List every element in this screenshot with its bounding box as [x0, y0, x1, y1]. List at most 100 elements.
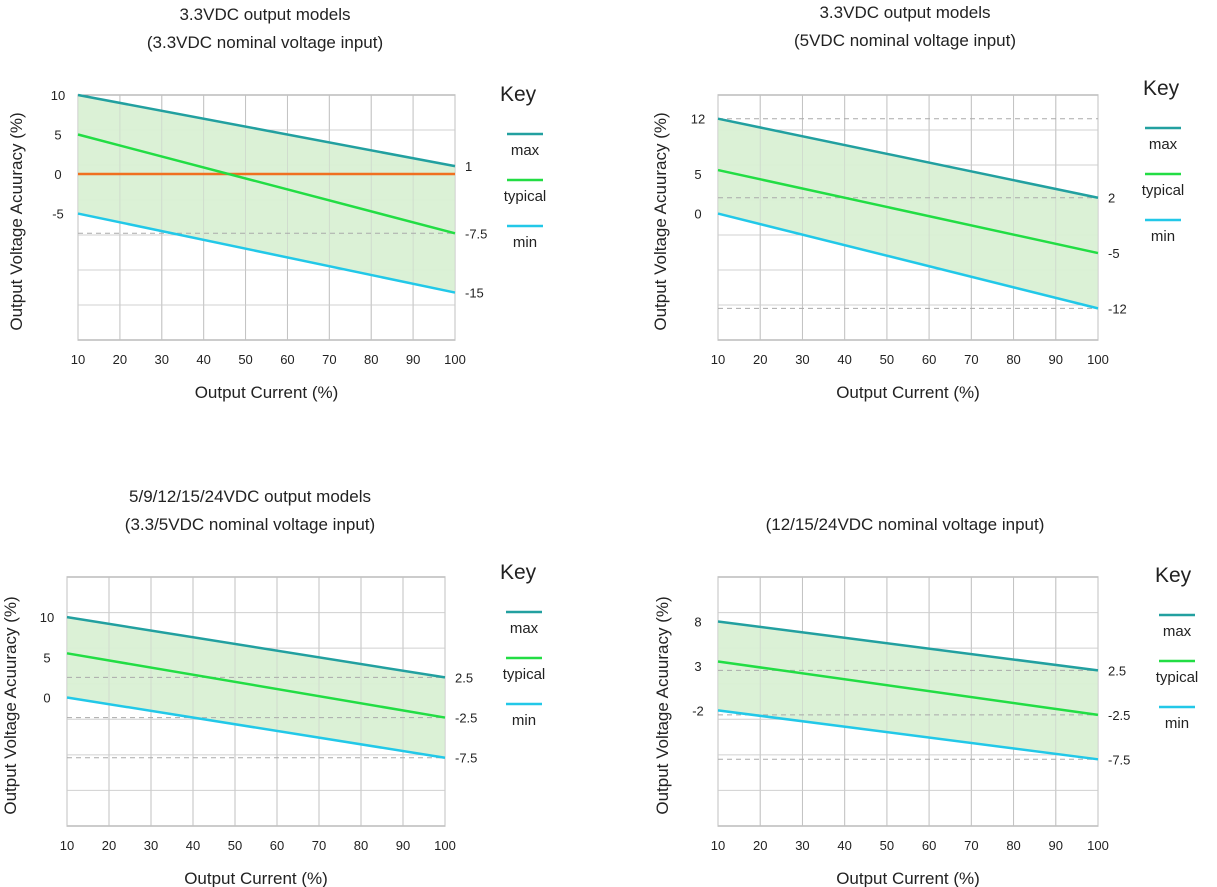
legend-title: Key	[1155, 564, 1192, 587]
x-tick-label: 80	[1006, 352, 1020, 367]
x-tick-label: 50	[880, 352, 894, 367]
legend-label-typical: typical	[1142, 182, 1185, 199]
chart-title-line: (3.3/5VDC nominal voltage input)	[125, 515, 375, 534]
y-axis-label: Output Voltage Acuuracy (%)	[651, 112, 670, 330]
end-label-typical: -5	[1108, 246, 1120, 261]
series-line-max	[717, 620, 1099, 672]
x-tick-label: 50	[228, 838, 242, 853]
x-tick-label: 50	[880, 838, 894, 853]
x-tick-label: 60	[922, 352, 936, 367]
x-tick-label: 70	[964, 352, 978, 367]
legend-title: Key	[500, 83, 537, 106]
end-label-max: 2	[1108, 191, 1115, 206]
x-tick-label: 40	[837, 838, 851, 853]
legend-label-typical: typical	[503, 666, 546, 683]
end-label-typical: -7.5	[465, 226, 487, 241]
legend-label-typical: typical	[1156, 669, 1199, 686]
x-tick-label: 30	[155, 352, 169, 367]
legend-label-min: min	[1165, 715, 1189, 732]
series-line-max	[77, 93, 456, 168]
end-label-typical: -2.5	[455, 711, 477, 726]
x-axis-label: Output Current (%)	[836, 383, 980, 402]
x-tick-label: 100	[1087, 352, 1109, 367]
x-tick-label: 40	[186, 838, 200, 853]
y-tick-label: 0	[54, 167, 61, 182]
legend-label-min: min	[513, 234, 537, 251]
x-tick-label: 10	[60, 838, 74, 853]
end-label-min: -12	[1108, 301, 1127, 316]
x-tick-label: 40	[837, 352, 851, 367]
x-tick-label: 50	[238, 352, 252, 367]
chart-title-line: 3.3VDC output models	[819, 3, 990, 22]
chart-3: 5/9/12/15/24VDC output models (3.3/5VDC n…	[1, 487, 545, 887]
series-line-min	[77, 212, 456, 294]
chart-1: 3.3VDC output models (3.3VDC nominal volt…	[7, 5, 546, 402]
y-tick-label: 0	[694, 207, 701, 222]
x-tick-label: 80	[1006, 838, 1020, 853]
x-tick-label: 100	[444, 352, 466, 367]
y-axis-label: Output Voltage Acuuracy (%)	[7, 112, 26, 330]
series-line-typical	[77, 133, 456, 235]
x-tick-label: 90	[1049, 352, 1063, 367]
series-line-typical	[66, 652, 446, 719]
legend-title: Key	[500, 561, 537, 584]
x-tick-label: 30	[795, 838, 809, 853]
end-label-max: 2.5	[455, 670, 473, 685]
y-tick-label: 5	[43, 650, 50, 665]
y-tick-label: 12	[691, 112, 705, 127]
series-line-min	[717, 709, 1099, 761]
x-tick-label: 20	[102, 838, 116, 853]
y-tick-label: 5	[694, 167, 701, 182]
accuracy-band	[78, 95, 455, 293]
x-tick-label: 100	[1087, 838, 1109, 853]
end-label-typical: -2.5	[1108, 708, 1130, 723]
chart-4: (12/15/24VDC nominal voltage input) 2.5 -2…	[653, 515, 1198, 887]
x-tick-label: 60	[270, 838, 284, 853]
x-tick-label: 100	[434, 838, 456, 853]
accuracy-band	[67, 617, 445, 758]
x-tick-label: 60	[922, 838, 936, 853]
legend-label-max: max	[511, 142, 540, 159]
x-tick-label: 60	[280, 352, 294, 367]
x-tick-label: 10	[711, 352, 725, 367]
x-tick-label: 20	[113, 352, 127, 367]
x-tick-label: 10	[711, 838, 725, 853]
series-line-max	[66, 615, 446, 679]
legend-label-max: max	[1149, 136, 1178, 153]
series-line-min	[717, 212, 1099, 310]
legend-label-max: max	[1163, 623, 1192, 640]
x-tick-label: 90	[396, 838, 410, 853]
x-tick-label: 20	[753, 352, 767, 367]
chart-title-line: (3.3VDC nominal voltage input)	[147, 33, 383, 52]
legend-label-min: min	[512, 712, 536, 729]
legend-label-max: max	[510, 620, 539, 637]
x-tick-label: 80	[364, 352, 378, 367]
legend-label-min: min	[1151, 228, 1175, 245]
x-tick-label: 30	[795, 352, 809, 367]
y-tick-label: 10	[40, 610, 54, 625]
y-tick-label: 5	[54, 128, 61, 143]
series-line-min	[66, 696, 446, 759]
x-tick-label: 70	[964, 838, 978, 853]
x-tick-label: 10	[71, 352, 85, 367]
series-line-max	[717, 117, 1099, 199]
x-tick-label: 70	[322, 352, 336, 367]
end-label-min: -7.5	[1108, 752, 1130, 767]
y-tick-label: 8	[694, 614, 701, 629]
chart-2: 3.3VDC output models (5VDC nominal voltag…	[651, 3, 1184, 402]
end-label-max: 2.5	[1108, 663, 1126, 678]
chart-title-line: 3.3VDC output models	[179, 5, 350, 24]
y-tick-label: 10	[51, 88, 65, 103]
y-axis-label: Output Voltage Acuuracy (%)	[1, 596, 20, 814]
end-label-min: -7.5	[455, 751, 477, 766]
x-tick-label: 80	[354, 838, 368, 853]
x-axis-label: Output Current (%)	[184, 869, 328, 887]
chart-title-line: (5VDC nominal voltage input)	[794, 31, 1016, 50]
y-tick-label: 0	[43, 690, 50, 705]
x-tick-label: 90	[1049, 838, 1063, 853]
x-tick-label: 40	[196, 352, 210, 367]
y-axis-label: Output Voltage Acuuracy (%)	[653, 596, 672, 814]
x-tick-label: 90	[406, 352, 420, 367]
legend-label-typical: typical	[504, 188, 547, 205]
